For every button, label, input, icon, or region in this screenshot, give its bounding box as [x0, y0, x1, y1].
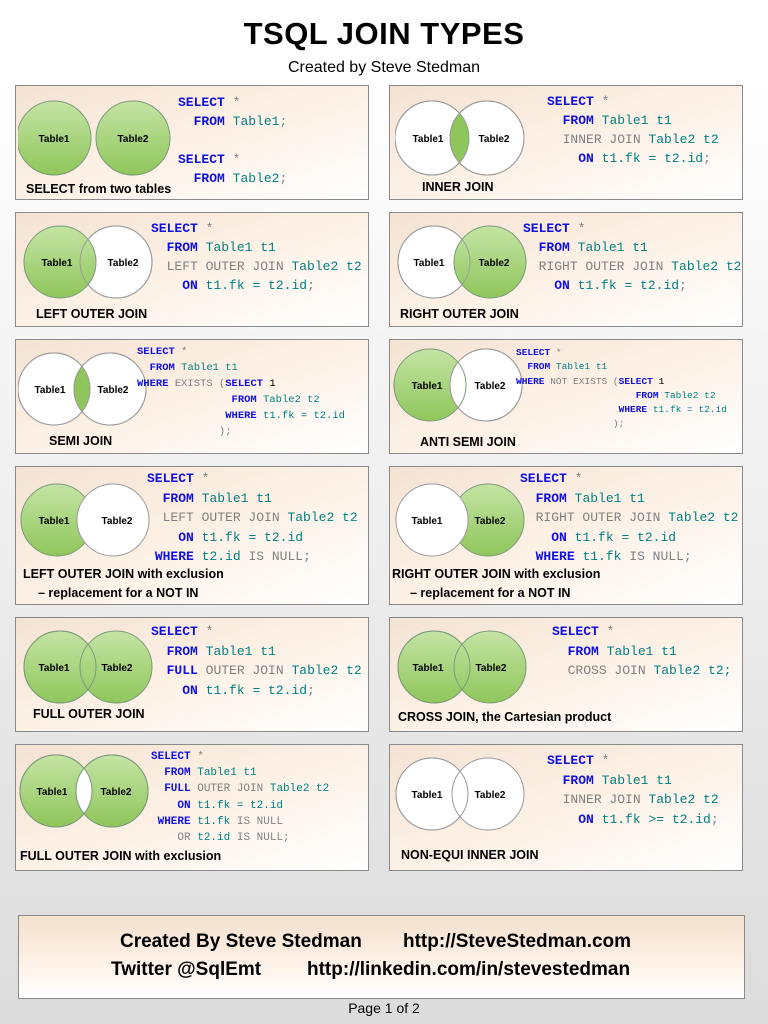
panel-caption: INNER JOIN	[422, 180, 494, 194]
sql-code: SELECT * FROM Table1 t1 FULL OUTER JOIN …	[151, 751, 330, 845]
panel-full-outer-join: Table1 Table2 FULL OUTER JOIN SELECT * F…	[15, 617, 369, 732]
sql-code: SELECT * FROM Table1; SELECT * FROM Tabl…	[178, 95, 288, 186]
table2-circle	[95, 100, 171, 176]
panel-left-outer-join-exclusion: Table1 Table2 LEFT OUTER JOIN with exclu…	[15, 466, 369, 605]
table2-label: Table2	[479, 258, 510, 269]
panel-semi-join: Table1 Table2 SEMI JOIN SELECT * FROM Ta…	[15, 339, 369, 454]
sql-code: SELECT * FROM Table1 t1 LEFT OUTER JOIN …	[147, 471, 358, 564]
sql-code: SELECT * FROM Table1 t1 RIGHT OUTER JOIN…	[520, 471, 739, 564]
panel-caption: CROSS JOIN, the Cartesian product	[398, 710, 612, 724]
venn-diagram: Table1 Table2	[395, 100, 525, 176]
table1-label: Table1	[412, 516, 443, 527]
panel-caption: NON-EQUI INNER JOIN	[401, 848, 539, 862]
panel-caption: LEFT OUTER JOIN	[36, 307, 148, 321]
page-number: Page 1 of 2	[348, 1000, 420, 1016]
table2-label: Table2	[102, 516, 133, 527]
footer-linkedin-link[interactable]: http://linkedin.com/in/stevestedman	[307, 959, 631, 980]
sql-code: SELECT * FROM Table1 t1 LEFT OUTER JOIN …	[151, 221, 362, 293]
table1-label: Table1	[37, 787, 68, 798]
panel-cross-join: Table1 Table2 CROSS JOIN, the Cartesian …	[389, 617, 743, 732]
table2-label: Table2	[479, 134, 510, 145]
sql-code: SELECT * FROM Table1 t1 INNER JOIN Table…	[547, 94, 719, 166]
table1-label: Table1	[39, 134, 70, 145]
footer-website-link[interactable]: http://SteveStedman.com	[403, 931, 632, 952]
table1-label: Table1	[412, 381, 443, 392]
table2-label: Table2	[475, 516, 506, 527]
table1-circle	[18, 100, 92, 176]
panel-caption: FULL OUTER JOIN with exclusion	[20, 849, 222, 863]
sql-code: SELECT * FROM Table1 t1 CROSS JOIN Table…	[552, 624, 732, 678]
table2-circle	[76, 483, 150, 557]
venn-diagram: Table1 Table2	[395, 757, 525, 831]
panel-left-outer-join: Table1 Table2 LEFT OUTER JOIN SELECT * F…	[15, 212, 369, 327]
venn-diagram: Table1 Table2	[397, 630, 527, 704]
table1-label: Table1	[39, 663, 70, 674]
footer-box: Created By Steve Stedman http://SteveSte…	[18, 915, 745, 999]
venn-diagram: Table1 Table2	[23, 630, 153, 704]
panel-caption-line2: – replacement for a NOT IN	[410, 586, 571, 600]
table1-circle	[23, 225, 97, 299]
table1-label: Table1	[39, 516, 70, 527]
table1-label: Table1	[412, 790, 443, 801]
table1-label: Table1	[413, 134, 444, 145]
panel-caption: LEFT OUTER JOIN with exclusion	[23, 567, 224, 581]
table2-label: Table2	[475, 790, 506, 801]
panel-full-outer-join-exclusion: Table1 Table2 FULL OUTER JOIN with exclu…	[15, 744, 369, 871]
table2-circle	[79, 630, 153, 704]
table1-circle	[394, 349, 466, 421]
sql-code: SELECT * FROM Table1 t1 INNER JOIN Table…	[547, 753, 719, 827]
panel-caption: RIGHT OUTER JOIN	[400, 307, 519, 321]
table2-label: Table2	[475, 381, 506, 392]
panel-caption: SEMI JOIN	[49, 434, 113, 448]
page-subtitle: Created by Steve Stedman	[287, 59, 481, 76]
panel-non-equi-inner-join: Table1 Table2 NON-EQUI INNER JOIN SELECT…	[389, 744, 743, 871]
sql-code: SELECT * FROM Table1 t1 WHERE NOT EXISTS…	[516, 347, 727, 430]
table2-label: Table2	[98, 385, 129, 396]
table2-circle	[453, 630, 527, 704]
table1-label: Table1	[42, 258, 73, 269]
panel-caption: ANTI SEMI JOIN	[420, 435, 516, 449]
table1-label: Table1	[35, 385, 66, 396]
panel-caption: SELECT from two tables	[26, 182, 172, 196]
venn-diagram: Table1 Table2	[18, 352, 147, 426]
table2-label: Table2	[101, 787, 132, 798]
venn-diagram: Table1 Table2	[18, 100, 171, 176]
panel-inner-join: Table1 Table2 INNER JOIN SELECT * FROM T…	[389, 85, 743, 200]
panel-caption: RIGHT OUTER JOIN with exclusion	[392, 567, 601, 581]
table2-label: Table2	[102, 663, 133, 674]
sql-code: SELECT * FROM Table1 t1 FULL OUTER JOIN …	[151, 624, 362, 698]
panel-caption-line2: – replacement for a NOT IN	[38, 586, 199, 600]
footer-twitter[interactable]: Twitter @SqlEmt	[111, 959, 262, 980]
venn-diagram: Table1 Table2	[395, 483, 525, 557]
venn-diagram: Table1 Table2	[23, 225, 153, 299]
sql-code: SELECT * FROM Table1 t1 RIGHT OUTER JOIN…	[523, 221, 742, 293]
panel-right-outer-join: Table1 Table2 RIGHT OUTER JOIN SELECT * …	[389, 212, 743, 327]
table2-circle	[451, 757, 525, 831]
panel-right-outer-join-exclusion: Table1 Table2 RIGHT OUTER JOIN with excl…	[389, 466, 743, 605]
footer-author: Created By Steve Stedman	[120, 931, 362, 952]
table2-circle	[453, 225, 527, 299]
table2-label: Table2	[108, 258, 139, 269]
panel-anti-semi-join: Table1 Table2 ANTI SEMI JOIN SELECT * FR…	[389, 339, 743, 454]
venn-diagram: Table1 Table2	[397, 225, 527, 299]
table1-label: Table1	[414, 258, 445, 269]
table2-label: Table2	[118, 134, 149, 145]
venn-diagram: Table1 Table2	[393, 348, 523, 422]
table1-circle	[395, 483, 469, 557]
venn-diagram: Table1 Table2	[20, 483, 150, 557]
panel-select-two-tables: Table1 Table2 SELECT from two tables SEL…	[15, 85, 369, 200]
sql-code: SELECT * FROM Table1 t1 WHERE EXISTS (SE…	[137, 346, 345, 438]
venn-diagram: Table1 Table2	[19, 754, 149, 828]
table1-label: Table1	[413, 663, 444, 674]
page-title: TSQL JOIN TYPES	[243, 16, 525, 51]
panel-caption: FULL OUTER JOIN	[33, 707, 145, 721]
table2-label: Table2	[476, 663, 507, 674]
